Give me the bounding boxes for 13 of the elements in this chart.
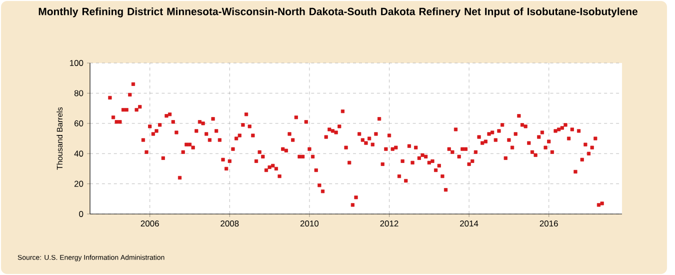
x-tick-label: 2014 (460, 220, 478, 227)
y-tick-label: 40 (74, 150, 84, 157)
chart-title: Monthly Refining District Minnesota-Wisconsin-North Dakota-South Dakota Refinery Net Input of Isobutane-Isobutylene (38, 8, 638, 18)
y-tick-label: 100 (70, 60, 84, 66)
x-tick-label: 2006 (140, 220, 159, 227)
y-tick-label: 20 (74, 180, 84, 187)
y-tick-label: 60 (74, 120, 84, 126)
x-tick-label: 2016 (540, 220, 558, 227)
x-tick-label: 2010 (300, 220, 319, 227)
y-tick-label: 0 (79, 211, 84, 217)
x-tick-label: 2008 (220, 220, 239, 227)
y-tick-label: 80 (74, 90, 84, 96)
x-tick-label: 2012 (380, 220, 398, 227)
